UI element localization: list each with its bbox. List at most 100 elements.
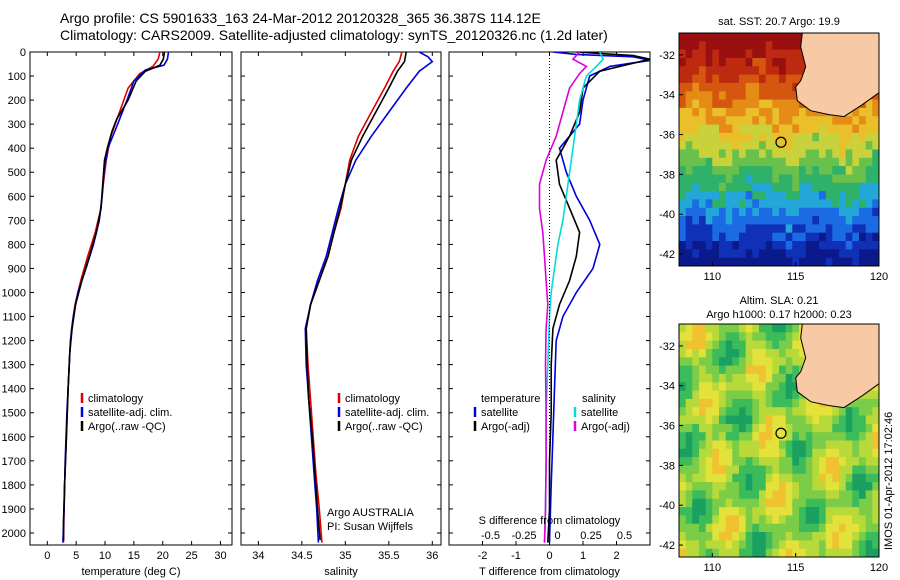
- map-cell: [792, 33, 800, 42]
- map-cell: [725, 157, 733, 167]
- map-cell: [812, 440, 820, 450]
- map-cell: [719, 141, 727, 150]
- map-cell: [739, 66, 747, 75]
- map-cell: [712, 174, 720, 184]
- map-cell: [872, 540, 880, 550]
- map-cell: [752, 473, 760, 483]
- map-cell: [752, 523, 760, 533]
- map-cell: [759, 166, 767, 175]
- map-cell: [765, 498, 773, 508]
- map-cell: [845, 149, 853, 159]
- map-cell: [699, 241, 707, 250]
- map-cell: [832, 141, 840, 150]
- map-cell: [825, 423, 833, 433]
- map-cell: [679, 166, 687, 175]
- map-cell: [679, 116, 687, 125]
- map-cell: [839, 548, 847, 558]
- map-cell: [865, 249, 873, 259]
- map-cell: [679, 332, 687, 341]
- map-cell: [812, 116, 820, 125]
- map-cell: [719, 349, 727, 358]
- map-cell: [785, 473, 793, 483]
- map-cell: [699, 373, 707, 383]
- map-cell: [745, 216, 753, 225]
- map-cell: [852, 523, 860, 533]
- map-cell: [825, 257, 833, 267]
- map-cell: [725, 548, 733, 558]
- map-cell: [692, 432, 700, 441]
- map-cell: [759, 515, 767, 525]
- map-cell: [859, 423, 867, 433]
- map-cell: [825, 490, 833, 500]
- map-cell: [752, 432, 760, 441]
- map-cell: [712, 191, 720, 200]
- map-cell: [712, 548, 720, 558]
- map-cell: [772, 207, 780, 217]
- map-cell: [739, 82, 747, 92]
- map-cell: [819, 415, 827, 425]
- map-cell: [845, 174, 853, 184]
- map-cell: [745, 515, 753, 525]
- map-cell: [845, 473, 853, 483]
- map-cell: [779, 465, 787, 475]
- map-cell: [819, 216, 827, 225]
- map-cell: [699, 174, 707, 184]
- map-cell: [845, 540, 853, 550]
- map-cell: [852, 457, 860, 466]
- map-cell: [732, 124, 740, 134]
- map-cell: [852, 482, 860, 491]
- map-cell: [752, 482, 760, 491]
- map-cell: [745, 91, 753, 100]
- map-cell: [719, 124, 727, 134]
- map-cell: [772, 166, 780, 175]
- map-cell: [692, 141, 700, 150]
- map-cell: [812, 249, 820, 259]
- legend-label: climatology: [345, 393, 401, 405]
- map-cell: [845, 182, 853, 192]
- map-cell: [699, 149, 707, 159]
- map-cell: [799, 507, 807, 516]
- map-cell: [832, 232, 840, 242]
- map-cell: [779, 448, 787, 458]
- map-cell: [759, 249, 767, 259]
- map-cell: [865, 432, 873, 441]
- map-cell: [712, 49, 720, 59]
- map-cell: [759, 199, 767, 209]
- map-cell: [692, 457, 700, 466]
- map-cell: [839, 415, 847, 425]
- map-cell: [719, 373, 727, 383]
- map-cell: [745, 482, 753, 491]
- map-cell: [805, 515, 813, 525]
- map-cell: [685, 448, 693, 458]
- map-cell: [819, 473, 827, 483]
- y-tick-label: 300: [8, 119, 26, 131]
- map-cell: [779, 473, 787, 483]
- map-cell: [819, 157, 827, 167]
- map-cell: [872, 116, 880, 125]
- map-cell: [732, 207, 740, 217]
- map-cell: [825, 415, 833, 425]
- map-cell: [705, 149, 713, 159]
- map-cell: [752, 33, 760, 42]
- map-cell: [765, 58, 773, 67]
- map-cell: [685, 241, 693, 250]
- map-cell: [685, 523, 693, 533]
- map-cell: [825, 207, 833, 217]
- map-cell: [785, 216, 793, 225]
- map-cell: [705, 532, 713, 541]
- map-cell: [725, 107, 733, 117]
- map-cell: [765, 357, 773, 366]
- map-cell: [685, 482, 693, 491]
- map-cell: [739, 149, 747, 159]
- map-cell: [725, 457, 733, 466]
- map-cell: [705, 141, 713, 150]
- map-cell: [725, 482, 733, 491]
- map-cell: [859, 149, 867, 159]
- map-cell: [779, 490, 787, 500]
- map-cell: [805, 432, 813, 441]
- map-cell: [832, 149, 840, 159]
- map-cell: [865, 116, 873, 125]
- map-cell: [739, 482, 747, 491]
- map-cell: [825, 440, 833, 450]
- map-cell: [725, 390, 733, 400]
